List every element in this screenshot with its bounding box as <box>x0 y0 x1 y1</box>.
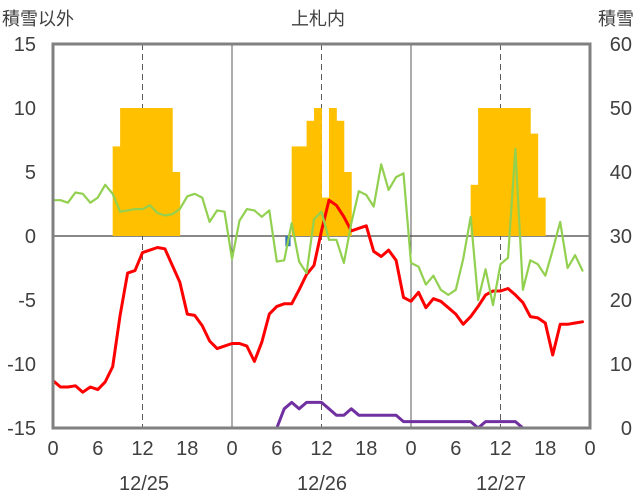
x-tick-label: 0 <box>405 438 416 460</box>
right-y-tick-label: 40 <box>610 162 632 184</box>
date-label-12-26: 12/26 <box>297 473 347 495</box>
snowfall-bar <box>299 146 307 236</box>
right-y-tick-label: 60 <box>610 34 632 56</box>
left-axis-title: 積雪以外 <box>2 9 74 30</box>
right-y-tick-label: 50 <box>610 98 632 120</box>
snowfall-bar <box>157 108 166 236</box>
temperature-line <box>51 198 584 394</box>
left-y-tick-label: -5 <box>18 290 36 312</box>
left-y-tick-label: 0 <box>25 226 36 248</box>
x-tick-label: 6 <box>450 438 461 460</box>
x-tick-label: 12 <box>310 438 332 460</box>
date-label-12-27: 12/27 <box>476 473 526 495</box>
chart-title: 上札内 <box>291 9 345 30</box>
snowfall-bar <box>537 197 546 236</box>
snowfall-bar <box>328 108 337 236</box>
left-y-tick-label: 15 <box>14 34 36 56</box>
left-y-tick-label: 5 <box>25 162 36 184</box>
snowfall-bar <box>172 172 181 236</box>
snowfall-bar <box>470 184 479 236</box>
right-y-tick-label: 20 <box>610 290 632 312</box>
snowfall-bar <box>142 108 151 236</box>
x-tick-label: 0 <box>47 438 58 460</box>
snowfall-bar <box>120 108 128 236</box>
right-y-tick-label: 30 <box>610 226 632 248</box>
snowfall-bar <box>291 146 300 236</box>
right-y-tick-label: 10 <box>610 354 632 376</box>
x-tick-label: 18 <box>355 438 377 460</box>
snowfall-bar <box>135 108 143 236</box>
snowfall-bar <box>149 108 158 236</box>
snowfall-bar <box>164 108 173 236</box>
snowfall-bar <box>493 108 501 236</box>
left-y-tick-label: 10 <box>14 98 36 120</box>
left-y-tick-label: -10 <box>7 354 36 376</box>
snowfall-bar <box>515 108 524 236</box>
snow_depth-line <box>51 400 584 430</box>
snowfall-bar <box>530 133 539 236</box>
plot-frame <box>51 42 592 430</box>
snowfall-bar <box>500 108 509 236</box>
bar-layer <box>112 108 546 247</box>
x-tick-label: 18 <box>534 438 556 460</box>
snowfall-bar <box>314 108 322 236</box>
x-tick-label: 12 <box>489 438 511 460</box>
snowfall-bar <box>127 108 136 236</box>
snowfall-bar <box>343 172 352 236</box>
x-tick-label: 6 <box>271 438 282 460</box>
snowfall-bar <box>112 146 121 236</box>
left-y-tick-label: -15 <box>7 418 36 440</box>
snowfall-bar <box>306 120 315 236</box>
date-label-12-25: 12/25 <box>119 473 169 495</box>
x-tick-label: 0 <box>584 438 595 460</box>
right-y-tick-label: 0 <box>621 418 632 440</box>
x-tick-label: 18 <box>176 438 198 460</box>
right-axis-title: 積雪 <box>598 9 634 30</box>
snowfall-bar <box>507 108 516 236</box>
x-tick-label: 12 <box>131 438 153 460</box>
x-tick-label: 6 <box>92 438 103 460</box>
snowfall-bar <box>478 108 486 236</box>
green_series-line <box>51 147 584 307</box>
snowfall-bar <box>522 108 531 236</box>
snowfall-bar <box>485 108 494 236</box>
snowfall-bar <box>336 120 345 236</box>
x-tick-label: 0 <box>226 438 237 460</box>
